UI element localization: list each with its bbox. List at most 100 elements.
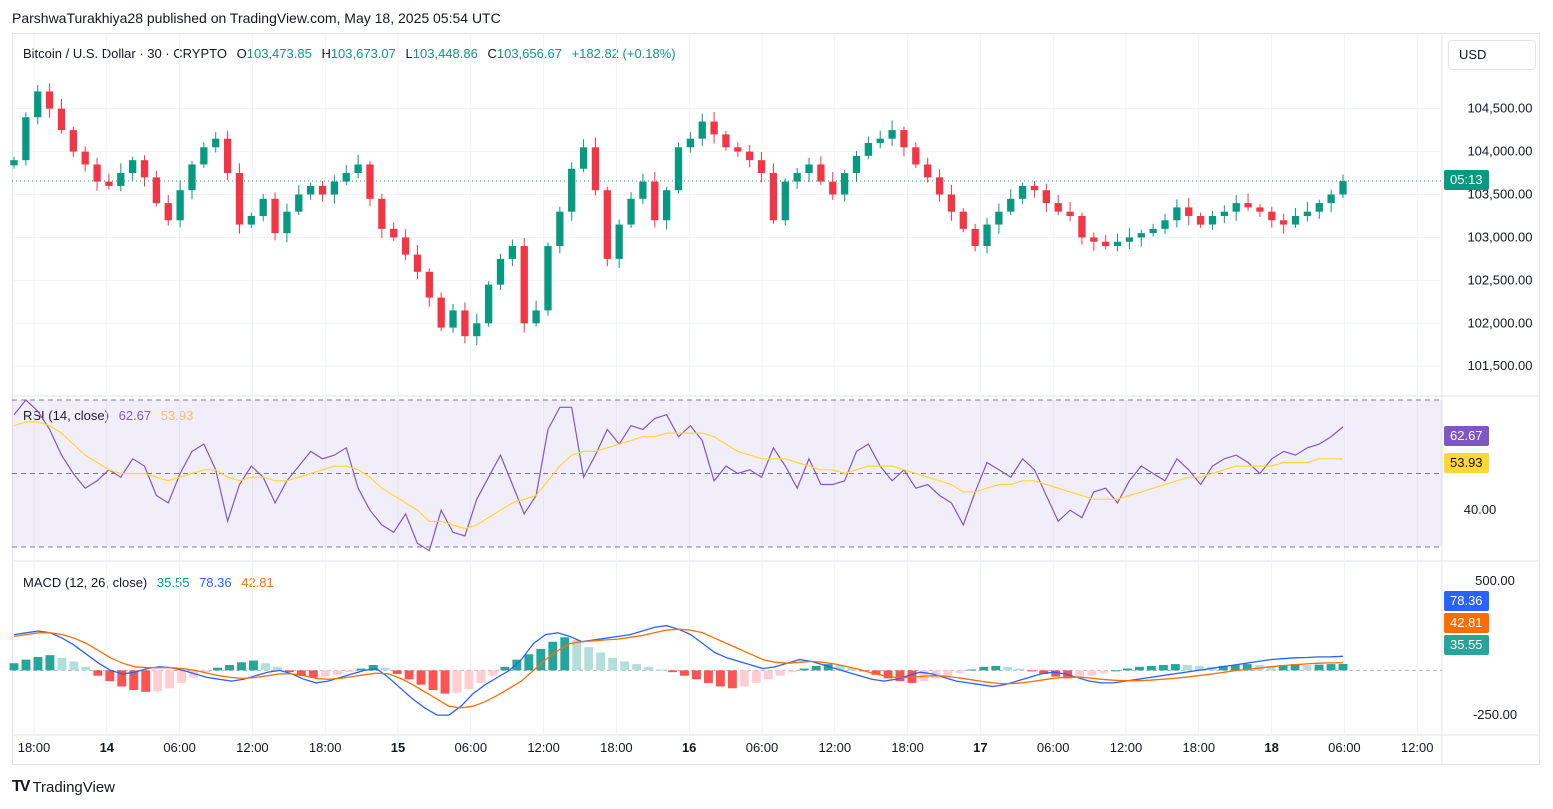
macd-histogram-bar xyxy=(1158,665,1168,671)
macd-label[interactable]: MACD (12, 26, close) xyxy=(23,575,148,590)
rsi-label[interactable]: RSI (14, close) xyxy=(23,408,109,423)
price-tick-label: 103,500.00 xyxy=(1467,187,1532,202)
tradingview-logo-icon: TV xyxy=(12,778,31,795)
candle-body xyxy=(959,211,967,229)
candle-body xyxy=(734,147,742,152)
candle-body xyxy=(259,198,267,216)
macd-histogram-bar xyxy=(452,670,462,693)
macd-histogram-bar xyxy=(344,670,354,673)
candle-body xyxy=(461,310,469,337)
candle-body xyxy=(318,185,327,195)
macd-histogram-bar xyxy=(440,670,450,694)
candle-body xyxy=(425,271,433,298)
time-tick-label: 18 xyxy=(1264,740,1278,755)
macd-tick-label: 500.00 xyxy=(1475,573,1515,588)
time-tick-label: 18:00 xyxy=(1183,740,1216,755)
macd-histogram-bar xyxy=(692,670,701,680)
low-value: 103,448.86 xyxy=(412,46,478,61)
candle-body xyxy=(639,181,647,199)
macd-histogram-bar xyxy=(249,660,258,671)
candle-body xyxy=(1054,203,1062,212)
macd-histogram-bar xyxy=(1170,664,1180,671)
candle-body xyxy=(437,297,445,328)
candle-body xyxy=(1007,198,1015,212)
time-tick-label: 17 xyxy=(973,740,987,755)
candle-body xyxy=(781,181,789,221)
macd-last-tag: 78.36 xyxy=(1444,591,1489,611)
rsi-ma-last-tag: 53.93 xyxy=(1444,453,1489,473)
candle-body xyxy=(793,173,801,182)
symbol-name[interactable]: Bitcoin / U.S. Dollar · 30 · CRYPTO xyxy=(23,46,227,61)
macd-histogram-bar xyxy=(847,667,857,671)
macd-histogram-bar xyxy=(380,667,390,671)
candle-body xyxy=(674,147,683,191)
macd-histogram-bar xyxy=(428,670,438,691)
candle-body xyxy=(591,147,600,191)
time-tick-label: 18:00 xyxy=(309,740,342,755)
macd-histogram-bar xyxy=(1146,665,1156,671)
time-tick-label: 12:00 xyxy=(236,740,269,755)
macd-histogram-bar xyxy=(488,670,498,676)
macd-histogram-bar xyxy=(213,667,222,671)
macd-histogram-bar xyxy=(572,639,582,671)
rsi-value: 62.67 xyxy=(119,408,152,423)
macd-histogram-bar xyxy=(632,664,642,671)
macd-histogram-bar xyxy=(620,661,630,671)
time-tick-label: 16 xyxy=(682,740,696,755)
macd-histogram-bar xyxy=(1338,664,1348,671)
rsi-line xyxy=(13,399,1344,552)
candle-body xyxy=(1090,237,1098,242)
time-tick-label: 06:00 xyxy=(455,740,488,755)
candle-body xyxy=(1078,215,1086,238)
macd-histogram-bar xyxy=(320,670,330,677)
time-tick-label: 15 xyxy=(391,740,405,755)
candle-body xyxy=(935,177,944,195)
macd-histogram-bar xyxy=(703,670,713,683)
candle-body xyxy=(10,160,18,166)
candle-body xyxy=(924,164,932,178)
macd-histogram-bar xyxy=(739,670,749,687)
candle-body xyxy=(710,121,718,135)
candle-body xyxy=(378,198,386,229)
macd-histogram-bar xyxy=(368,665,378,671)
currency-button[interactable]: USD xyxy=(1448,40,1536,70)
macd-histogram-bar xyxy=(117,670,127,687)
candle-body xyxy=(449,310,457,328)
publisher-line: ParshwaTurakhiya28 published on TradingV… xyxy=(12,10,501,26)
candle-body xyxy=(1303,211,1312,216)
candle-body xyxy=(34,91,42,118)
time-tick-label: 18:00 xyxy=(600,740,633,755)
candle-body xyxy=(829,181,837,195)
tradingview-brand[interactable]: TV TradingView xyxy=(12,778,115,796)
rsi-tick-label: 40.00 xyxy=(1464,502,1497,517)
macd-histogram-bar xyxy=(57,657,67,671)
macd-histogram-bar xyxy=(21,659,31,671)
macd-histogram-bar xyxy=(751,670,761,683)
macd-histogram-bar xyxy=(991,665,1001,671)
candle-body xyxy=(852,155,861,174)
macd-histogram-bar xyxy=(811,665,821,671)
price-tick-label: 101,500.00 xyxy=(1467,358,1532,373)
time-tick-label: 14 xyxy=(100,740,115,755)
macd-hist-value: 35.55 xyxy=(156,575,190,590)
candle-body xyxy=(129,160,137,174)
time-tick-label: 12:00 xyxy=(1401,740,1434,755)
candle-body xyxy=(995,211,1003,225)
macd-histogram-bar xyxy=(835,665,845,671)
last-price-countdown: 05:13 xyxy=(1444,170,1489,190)
rsi-legend: RSI (14, close) 62.67 53.93 xyxy=(23,408,199,423)
macd-histogram-bar xyxy=(584,647,594,671)
macd-histogram-bar xyxy=(1266,665,1276,671)
candle-body xyxy=(544,246,552,311)
candle-body xyxy=(722,134,730,148)
high-value: 103,673.07 xyxy=(330,46,396,61)
macd-histogram-bar xyxy=(1123,668,1132,671)
macd-histogram-bar xyxy=(153,670,163,691)
candle-body xyxy=(235,173,244,225)
macd-histogram-bar xyxy=(883,670,893,679)
price-tick-label: 104,000.00 xyxy=(1467,144,1532,159)
candle-body xyxy=(22,117,30,161)
time-tick-label: 18:00 xyxy=(18,740,51,755)
macd-histogram-bar xyxy=(715,670,725,687)
